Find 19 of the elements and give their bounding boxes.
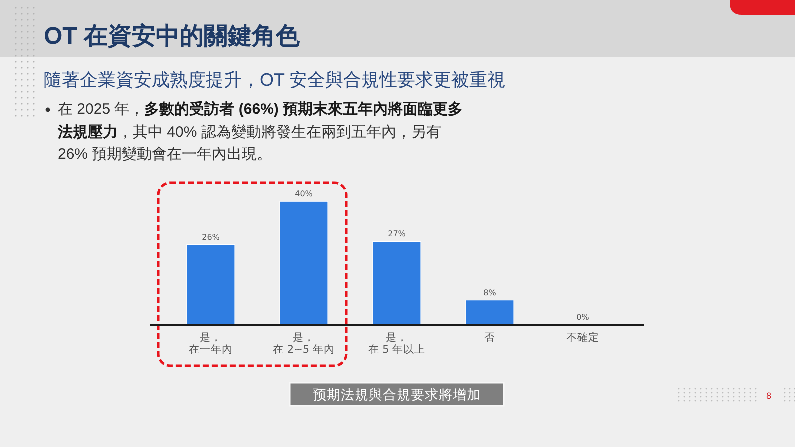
chart-subtitle: 隨著企業資安成熟度提升，OT 安全與合規性要求更被重視 — [44, 70, 506, 90]
text: 在 2025 年，多數的受訪者 (66%) 預期末來五年內將面臨更多法規壓力，其中 40% 認為變動將發生在兩到五年內，另有 26% 預期變動會在一年內出現。 — [58, 101, 464, 163]
x-tick-label: 是，在 5 年以上 — [368, 332, 426, 356]
bar — [372, 241, 422, 326]
text: 8 — [766, 391, 772, 401]
data-label: 0% — [576, 313, 590, 322]
x-tick-label: 是，在一年內 — [189, 332, 233, 356]
bar — [280, 201, 328, 326]
data-label: 8% — [484, 288, 497, 298]
x-tick-label: 是，在 2~5 年內 — [273, 332, 335, 356]
x-tick-label: 不確定 — [566, 331, 600, 344]
data-label: 40% — [295, 190, 314, 199]
data-label: 26% — [202, 232, 220, 242]
bar — [466, 300, 514, 326]
data-label: 27% — [388, 230, 406, 239]
x-tick-label: 否 — [484, 332, 496, 344]
x-axis-title: 预期法規與合規要求將增加 — [313, 388, 481, 404]
chart-title: OT 在資安中的關鍵角色 — [44, 23, 301, 50]
bar — [186, 244, 236, 326]
